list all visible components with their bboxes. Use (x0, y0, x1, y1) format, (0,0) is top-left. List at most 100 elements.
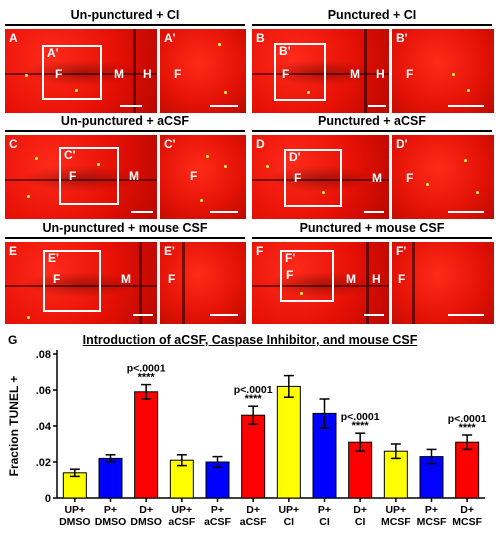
ventricle-boundary (412, 242, 415, 324)
region-label-m: M (121, 272, 131, 286)
x-tick-label: D+ (460, 504, 474, 516)
bar (98, 457, 123, 499)
y-tick-label: 0 (45, 493, 51, 505)
header-rule (5, 130, 245, 132)
inset-box (284, 149, 342, 207)
panel-label: E (9, 244, 18, 258)
tunel-signal (224, 91, 227, 94)
panel-label: F' (396, 244, 407, 258)
scale-bar (364, 314, 384, 316)
bar (241, 414, 266, 499)
chart-title: Introduction of aCSF, Caspase Inhibitor,… (82, 333, 418, 347)
x-tick-label: aCSF (168, 516, 195, 528)
header-r2-right: Punctured + aCSF (317, 114, 426, 128)
x-tick-label: CI (284, 516, 295, 528)
panel-label: C (9, 137, 18, 151)
inset-box (274, 43, 326, 101)
tunel-signal (266, 165, 269, 168)
region-label-f: F (294, 171, 302, 185)
tunel-signal (200, 199, 203, 202)
y-tick-label: .08 (36, 349, 51, 361)
header-rule (5, 237, 245, 239)
panel-label: B' (396, 31, 408, 45)
inset-box-label: E' (48, 251, 59, 265)
significance-stars: **** (459, 422, 477, 434)
significance-stars: **** (138, 372, 156, 384)
inset-box-label: D' (289, 150, 301, 164)
micrograph-panel-f-prime: F' F (392, 242, 494, 324)
x-tick-label: CI (319, 516, 330, 528)
significance-stars: **** (352, 420, 370, 432)
x-tick-label: MCSF (381, 516, 411, 528)
tunel-signal (426, 183, 429, 186)
header-rule (252, 24, 492, 26)
tunel-signal (464, 159, 467, 162)
scale-bar (448, 314, 484, 316)
region-label-f: F (406, 67, 414, 81)
region-label-f: F (174, 67, 182, 81)
ventricle-boundary (364, 29, 367, 113)
ventricle-boundary (139, 242, 142, 324)
ventricle-boundary (366, 242, 369, 324)
x-tick-label: P+ (318, 504, 331, 516)
tunel-signal (97, 163, 100, 166)
x-tick-label: aCSF (204, 516, 231, 528)
x-tick-label: P+ (104, 504, 117, 516)
x-tick-label: D+ (246, 504, 260, 516)
bar (455, 441, 480, 499)
tunel-signal (35, 157, 38, 160)
region-label-f: F (398, 272, 406, 286)
inset-box (280, 250, 334, 302)
midline (252, 284, 389, 287)
region-label-h: H (372, 272, 381, 286)
panel-label: B (256, 31, 265, 45)
scale-bar (210, 105, 238, 107)
tunel-signal (206, 155, 209, 158)
p-value-label: p<.0001 (234, 384, 273, 396)
x-tick-label: MCSF (417, 516, 447, 528)
inset-box (59, 147, 119, 205)
tunel-signal (467, 89, 470, 92)
tunel-signal (25, 74, 28, 77)
header-rule (5, 24, 245, 26)
header-r3-left: Un-punctured + mouse CSF (42, 221, 208, 235)
inset-box-label: A' (47, 46, 59, 60)
tunel-signal (27, 195, 30, 198)
tunel-signal (75, 89, 78, 92)
inset-box-label: F' (285, 251, 296, 265)
p-value-label: p<.0001 (448, 413, 487, 425)
header-r1-right: Punctured + CI (327, 8, 417, 22)
scale-bar (131, 211, 153, 213)
panel-label: D' (396, 137, 408, 151)
scale-bar (448, 105, 484, 107)
region-label-m: M (346, 272, 356, 286)
inset-box-label: C' (64, 148, 76, 162)
micrograph-panel-a-prime: A' F (160, 29, 246, 113)
scale-bar (210, 211, 238, 213)
y-tick-label: .04 (36, 421, 52, 433)
tunel-signal (307, 91, 310, 94)
region-label-h: H (376, 67, 385, 81)
x-tick-label: UP+ (171, 504, 192, 516)
y-tick-label: .06 (36, 385, 51, 397)
region-label-m: M (350, 67, 360, 81)
region-label-f: F (406, 171, 414, 185)
x-tick-label: DMSO (130, 516, 162, 528)
region-label-f: F (282, 67, 290, 81)
scale-bar (364, 211, 384, 213)
x-tick-label: P+ (425, 504, 438, 516)
x-tick-label: D+ (139, 504, 153, 516)
panel-label-g: G (8, 333, 18, 347)
x-tick-label: UP+ (385, 504, 406, 516)
panel-label: A (9, 31, 18, 45)
tunel-signal (322, 191, 325, 194)
x-tick-label: MCSF (452, 516, 482, 528)
micrograph-panel-e-prime: E' F (160, 242, 246, 324)
bar (134, 391, 159, 499)
region-label-h: H (143, 67, 152, 81)
ventricle-boundary (133, 29, 136, 113)
panel-label: C' (164, 137, 176, 151)
scale-bar (448, 211, 484, 213)
midline (5, 178, 157, 181)
header-rule (252, 237, 492, 239)
